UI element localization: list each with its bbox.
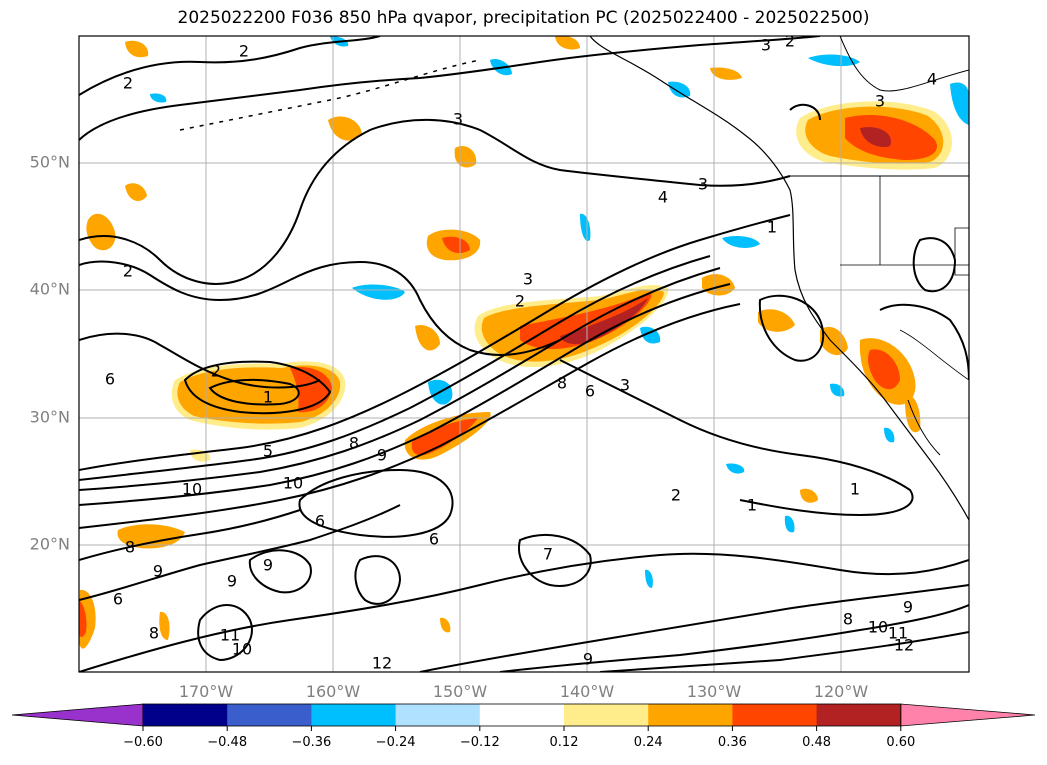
contour-label: 10 (182, 480, 202, 499)
lon-label: 160°W (306, 682, 361, 701)
colorbar-extend-max (900, 703, 1036, 727)
lat-label: 30°N (30, 408, 70, 427)
colorbar-tick-label: 0.12 (550, 735, 579, 750)
contour-label: 3 (523, 270, 533, 289)
colorbar-outline (142, 703, 902, 727)
colorbar-segment (479, 704, 565, 726)
colorbar-segment (311, 704, 397, 726)
longitude-labels: 170°W 160°W 150°W 140°W 130°W 120°W (179, 682, 869, 701)
contour-label: 9 (227, 572, 237, 591)
colorbar-tick-label: 0.24 (634, 735, 663, 750)
colorbar: −0.60 −0.48 −0.36 −0.24 −0.12 0.12 0.24 0.36 0.4… (11, 703, 1036, 750)
contour-label: 10 (232, 640, 252, 659)
map-title: 2025022200 F036 850 hPa qvapor, precipit… (177, 8, 870, 28)
contour-label: 6 (113, 590, 123, 609)
graticule (79, 36, 969, 672)
contour-label: 8 (149, 624, 159, 643)
lat-label: 40°N (30, 280, 70, 299)
contour-label: 11 (888, 624, 908, 643)
lon-label: 140°W (560, 682, 615, 701)
contour-label: 2 (211, 362, 221, 381)
contour-label: 6 (585, 382, 595, 401)
contour-label: 12 (372, 654, 392, 673)
contour-label: 9 (263, 556, 273, 575)
contour-label: 3 (761, 36, 771, 55)
contour-label: 11 (220, 626, 240, 645)
colorbar-extend-min (11, 703, 144, 727)
contour-label: 8 (557, 374, 567, 393)
contour-label: 3 (875, 92, 885, 111)
lon-label: 120°W (814, 682, 869, 701)
contour-label: 9 (377, 446, 387, 465)
colorbar-segment (395, 704, 481, 726)
contour-label: 1 (850, 480, 860, 499)
contour-label: 8 (349, 434, 359, 453)
contour-label: 2 (671, 486, 681, 505)
contour-label: 2 (123, 74, 133, 93)
lon-label: 150°W (433, 682, 488, 701)
contour-label: 4 (658, 188, 668, 207)
contour-label: 9 (583, 650, 593, 669)
contour-label: 8 (125, 538, 135, 557)
latitude-labels: 50°N 40°N 30°N 20°N (30, 153, 70, 554)
colorbar-tick-label: 0.36 (718, 735, 747, 750)
contour-label: 6 (105, 370, 115, 389)
contour-label: 9 (903, 598, 913, 617)
contour-label: 2 (515, 292, 525, 311)
contour-label: 2 (123, 262, 133, 281)
contour-label: 7 (543, 545, 553, 564)
contour-label: 1 (767, 218, 777, 237)
colorbar-tick-label: 0.60 (886, 735, 915, 750)
colorbar-tick-label: −0.36 (291, 735, 331, 750)
colorbar-segment (143, 704, 228, 726)
contour-label: 3 (453, 110, 463, 129)
colorbar-tick-label: −0.48 (207, 735, 247, 750)
contour-label: 3 (698, 175, 708, 194)
colorbar-tick-label: −0.12 (460, 735, 500, 750)
contour-label: 10 (868, 618, 888, 637)
contour-label: 9 (153, 562, 163, 581)
contour-label: 1 (747, 496, 757, 515)
contour-label: 10 (283, 474, 303, 493)
lat-label: 50°N (30, 153, 70, 172)
lon-label: 130°W (687, 682, 742, 701)
contour-label: 1 (263, 388, 273, 407)
contour-label: 2 (239, 42, 249, 61)
colorbar-segment (227, 704, 312, 726)
map-frame (78, 35, 970, 673)
contour-label: 3 (620, 376, 630, 395)
colorbar-segment (564, 704, 649, 726)
colorbar-tick-label: −0.24 (376, 735, 416, 750)
contour-label: 6 (315, 512, 325, 531)
qvapor-contours (79, 36, 969, 672)
contour-label: 5 (263, 442, 273, 461)
colorbar-tick-label: −0.60 (123, 735, 163, 750)
lon-label: 170°W (179, 682, 234, 701)
colorbar-segment (648, 704, 733, 726)
contour-label-group: 2 2 3 3 4 2 3 4 3 2 3 2 1 6 5 10 10 9 8 … (105, 32, 937, 673)
colorbar-segment (732, 704, 818, 726)
contour-label: 12 (894, 636, 914, 655)
precip-positive-shading (79, 36, 952, 649)
contour-label: 6 (429, 530, 439, 549)
contour-label: 4 (927, 70, 937, 89)
contour-label: 8 (843, 610, 853, 629)
colorbar-segment (816, 704, 902, 726)
lat-label: 20°N (30, 535, 70, 554)
contour-label: 2 (785, 32, 795, 51)
colorbar-tick-label: 0.48 (802, 735, 831, 750)
